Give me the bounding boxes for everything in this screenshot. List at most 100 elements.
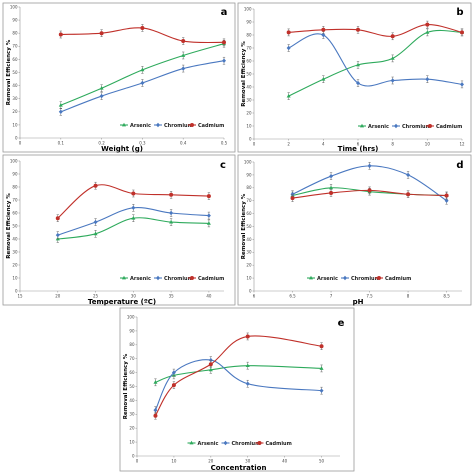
panel-frame	[237, 2, 472, 153]
data-point	[245, 363, 250, 368]
data-point	[390, 56, 395, 60]
y-tick-label: 20	[246, 110, 252, 115]
legend-marker	[343, 275, 347, 281]
y-tick-label: 10	[12, 122, 18, 127]
y-axis-title: Removal Efficiency %	[6, 39, 12, 105]
data-point	[390, 34, 395, 39]
y-tick-label: 0	[132, 453, 135, 458]
data-point	[319, 344, 324, 349]
x-tick-label: 0.2	[98, 141, 105, 146]
x-axis-title: Time (hrs)	[338, 145, 379, 153]
data-point	[286, 45, 291, 51]
x-tick-label: 40	[282, 459, 288, 464]
y-tick-label: 90	[246, 172, 252, 177]
series-arsenic	[55, 214, 211, 243]
data-point	[169, 192, 174, 197]
legend: Arsenic Chromium Cadmium	[120, 275, 224, 282]
y-axis-title: Removal Efficiency %	[241, 193, 247, 259]
y-tick-label: 90	[12, 18, 18, 23]
data-point	[99, 31, 104, 36]
x-tick-label: 8	[407, 294, 410, 299]
data-point	[208, 357, 213, 363]
panel-letter: b	[456, 7, 463, 18]
y-axis-title: Removal Efficiency %	[6, 193, 12, 259]
data-point	[425, 30, 430, 34]
panel-letter: d	[456, 160, 463, 171]
data-point	[222, 58, 226, 63]
data-point	[460, 82, 464, 87]
y-tick-label: 10	[246, 276, 252, 281]
data-point	[206, 221, 211, 225]
data-point	[99, 86, 104, 90]
y-tick-label: 80	[129, 342, 135, 347]
x-tick-label: 6	[357, 142, 360, 147]
legend-label: Chromium	[402, 124, 431, 130]
y-tick-label: 90	[12, 171, 18, 176]
data-point	[169, 210, 174, 216]
y-tick-label: 60	[246, 58, 252, 63]
legend-marker	[377, 276, 381, 280]
data-point	[245, 334, 250, 339]
y-tick-label: 100	[10, 158, 18, 163]
legend-label: Arsenic	[198, 441, 219, 447]
series-cadmium	[153, 332, 324, 420]
legend-label: Chromium	[351, 276, 380, 282]
series-line-chromium	[288, 33, 463, 87]
data-point	[58, 32, 63, 37]
legend-marker	[122, 275, 126, 280]
series-chromium	[286, 31, 464, 89]
x-tick-label: 2	[287, 142, 290, 147]
y-tick-label: 40	[246, 84, 252, 89]
series-chromium	[153, 356, 324, 414]
data-point	[319, 388, 324, 393]
panel-frame	[2, 154, 236, 306]
series-arsenic	[153, 361, 324, 387]
legend: Arsenic Chromium Cadmium	[187, 440, 292, 447]
y-tick-label: 30	[12, 96, 18, 101]
panel-frame	[119, 307, 355, 472]
data-point	[140, 67, 145, 72]
panel-letter: c	[220, 160, 226, 171]
x-tick-label: 35	[169, 294, 175, 299]
y-tick-label: 100	[244, 159, 252, 164]
data-point	[245, 381, 250, 386]
y-tick-label: 20	[246, 263, 252, 268]
series-cadmium	[290, 186, 449, 202]
y-tick-label: 10	[246, 123, 252, 128]
legend-marker	[156, 122, 160, 128]
y-tick-label: 20	[12, 262, 18, 267]
x-tick-label: 6	[253, 294, 256, 299]
data-point	[93, 219, 98, 225]
y-tick-label: 80	[12, 184, 18, 189]
series-chromium	[55, 204, 211, 239]
data-point	[58, 103, 63, 107]
panel-d: 0 10 20 30 40 50 60 70 80 90 100 6 6.5 7 7.5 8 8.5 pH Remo…	[237, 154, 472, 306]
data-point	[425, 77, 430, 82]
x-tick-label: 20	[55, 294, 61, 299]
series-cadmium	[286, 20, 464, 41]
legend-marker	[122, 122, 126, 127]
series-chromium	[290, 162, 449, 205]
y-tick-label: 80	[12, 31, 18, 36]
y-tick-label: 20	[129, 426, 135, 431]
legend-marker	[257, 441, 262, 445]
data-point	[290, 192, 295, 197]
y-tick-label: 60	[12, 57, 18, 62]
data-point	[55, 216, 60, 221]
y-tick-label: 0	[249, 288, 252, 293]
y-tick-label: 30	[246, 250, 252, 255]
x-tick-label: 8	[391, 142, 394, 147]
data-point	[319, 366, 324, 370]
data-point	[356, 27, 360, 32]
legend-label: Chromium	[164, 123, 193, 129]
y-tick-label: 70	[246, 45, 252, 50]
data-point	[406, 192, 411, 197]
y-tick-label: 40	[129, 398, 135, 403]
panel-a: 0 10 20 30 40 50 60 70 80 90 100 0 0.1 0.2 0.3 0.4 0.5 We…	[2, 2, 236, 153]
y-tick-label: 50	[12, 223, 18, 228]
y-tick-label: 90	[129, 328, 135, 333]
y-tick-label: 50	[129, 384, 135, 389]
data-point	[367, 163, 372, 169]
data-point	[153, 380, 158, 384]
